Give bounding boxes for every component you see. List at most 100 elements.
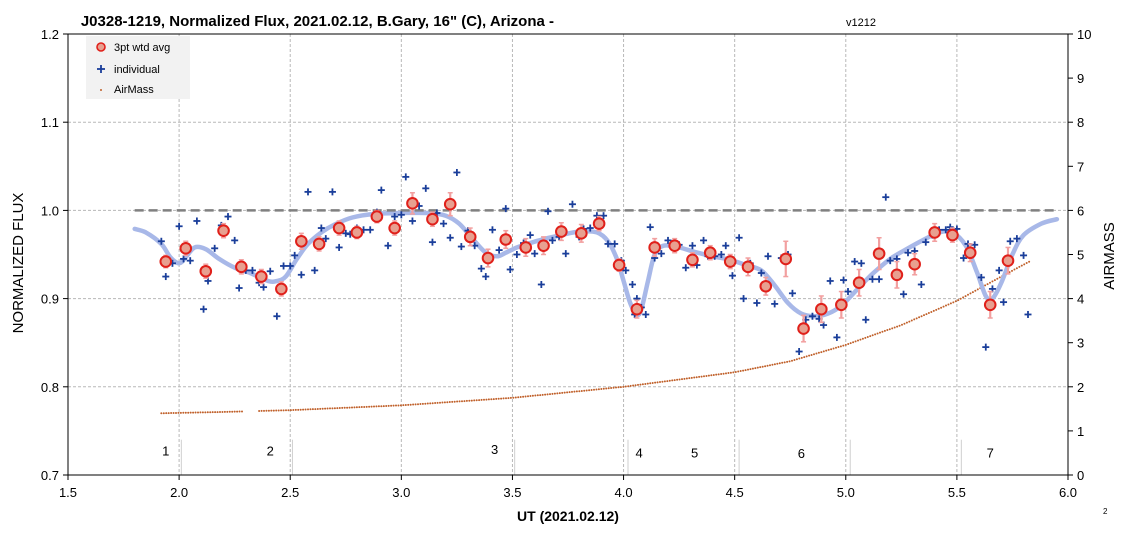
airmass-dot: [165, 412, 168, 415]
airmass-dot: [832, 347, 835, 350]
avg-point: [555, 225, 568, 238]
airmass-dot: [162, 412, 165, 415]
airmass-dot: [429, 402, 432, 405]
airmass-dot: [453, 400, 456, 403]
y-tick-label: 1.0: [41, 203, 59, 218]
airmass-dot: [920, 315, 923, 318]
airmass-dot: [610, 387, 613, 390]
airmass-dot: [280, 409, 283, 412]
airmass-dot: [365, 405, 368, 408]
avg-point: [872, 247, 886, 260]
airmass-dot: [864, 336, 867, 339]
avg-point: [426, 212, 439, 226]
individual-point: [622, 266, 630, 274]
airmass-dot: [910, 319, 913, 322]
airmass-dot: [436, 401, 439, 404]
airmass-dot: [712, 373, 715, 376]
airmass-dot: [839, 345, 842, 348]
airmass-dot: [385, 404, 388, 407]
individual-point: [788, 289, 796, 297]
individual-point: [900, 290, 908, 298]
airmass-dot: [837, 346, 840, 349]
airmass-dot: [233, 410, 236, 413]
avg-point: [983, 298, 997, 312]
airmass-dot: [1011, 269, 1013, 272]
individual-point: [175, 222, 183, 230]
airmass-dot: [1015, 267, 1018, 270]
avg-point: [519, 241, 533, 254]
airmass-dot: [387, 404, 390, 407]
airmass-dot: [536, 394, 539, 397]
airmass-dot: [698, 375, 701, 378]
airmass-dot: [351, 406, 353, 409]
airmass-dot: [563, 391, 566, 394]
airmass-dot: [852, 341, 855, 344]
airmass-dot: [522, 395, 525, 398]
airmass-dot: [275, 409, 278, 412]
y-axis-ticks: 0.7 0.8 0.9 1.0 1.1 1.2: [41, 27, 68, 483]
airmass-dot: [717, 373, 720, 376]
airmass-dot: [360, 406, 363, 409]
individual-point: [482, 273, 490, 281]
airmass-dot: [695, 376, 698, 379]
individual-point: [664, 236, 672, 244]
avg-point: [199, 264, 213, 278]
individual-point: [728, 272, 736, 280]
airmass-dot: [747, 368, 749, 371]
individual-point: [157, 237, 165, 245]
airmass-dot: [600, 388, 603, 391]
individual-point: [193, 217, 201, 225]
airmass-dot: [820, 351, 823, 354]
avg-point: [275, 282, 288, 296]
airmass-dot: [800, 356, 803, 359]
airmass-dot: [971, 291, 974, 294]
airmass-dot: [309, 408, 312, 411]
airmass-dot: [998, 276, 1001, 279]
airmass-dot: [446, 401, 449, 404]
airmass-dot: [835, 346, 837, 349]
airmass-series: [160, 260, 1031, 415]
airmass-dot: [803, 356, 806, 359]
individual-point: [882, 193, 890, 201]
individual-point: [280, 262, 288, 270]
airmass-dot: [622, 385, 625, 388]
individual-point: [322, 235, 330, 243]
individual-point: [248, 266, 256, 274]
individual-point: [982, 343, 990, 351]
airmass-dot: [891, 327, 894, 330]
airmass-dot: [282, 409, 285, 412]
airmass-dot: [519, 396, 522, 399]
airmass-dot: [725, 372, 727, 375]
airmass-dot: [358, 406, 361, 409]
individual-point: [977, 273, 985, 281]
airmass-dot: [556, 392, 559, 395]
airmass-dot: [959, 297, 962, 300]
airmass-dot: [170, 412, 173, 415]
y2-tick-label: 6: [1077, 203, 1084, 218]
airmass-dot: [197, 411, 199, 414]
airmass-dot: [634, 384, 637, 387]
individual-point: [922, 238, 930, 246]
airmass-dot: [854, 340, 857, 343]
airmass-dot: [439, 401, 441, 404]
airmass-dot: [368, 405, 371, 408]
airmass-dot: [974, 289, 977, 292]
airmass-dot: [529, 395, 532, 398]
airmass-dot: [788, 360, 791, 363]
avg-point: [592, 217, 606, 230]
airmass-dot: [307, 408, 309, 411]
avg-point: [235, 260, 248, 274]
airmass-dot: [177, 411, 180, 414]
individual-point: [273, 312, 281, 320]
airmass-dot: [896, 325, 899, 328]
airmass-dot: [397, 404, 400, 407]
airmass-dot: [739, 370, 742, 373]
airmass-dot: [219, 411, 221, 414]
airmass-dot: [329, 407, 331, 410]
airmass-dot: [434, 402, 437, 405]
avg-point: [779, 252, 793, 266]
airmass-dot: [597, 388, 600, 391]
airmass-dot: [451, 400, 454, 403]
x-tick-label: 4.0: [615, 485, 633, 500]
individual-point: [757, 269, 765, 277]
